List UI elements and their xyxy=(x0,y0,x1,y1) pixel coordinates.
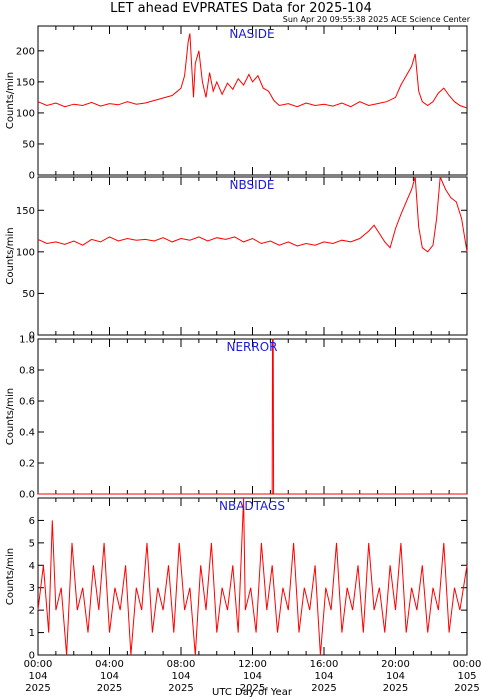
panel-title: NASIDE xyxy=(229,27,274,41)
x-tick-label-day: 104 xyxy=(243,671,262,682)
y-tick-label: 50 xyxy=(22,289,35,300)
y-tick-label: 100 xyxy=(16,247,35,258)
panel-frame xyxy=(37,338,468,495)
panels-group: 050100150200Counts/minNASIDE050100150Cou… xyxy=(5,25,468,662)
figure-subtitle: Sun Apr 20 09:55:38 2025 ACE Science Cen… xyxy=(283,15,471,24)
x-axis-title: UTC Day of Year xyxy=(212,687,293,698)
panel-frame xyxy=(37,176,468,336)
y-tick-label: 0 xyxy=(29,331,35,342)
x-tick-label-time: 00:00 xyxy=(453,659,482,670)
x-tick-label-day: 104 xyxy=(28,671,47,682)
panel-nbadtags: 0 1 2 3 4 5 6 Counts/min NBADTAGS xyxy=(5,497,468,662)
panel-naside: 0 50 100 150 200 Counts/min NASIDE xyxy=(5,25,468,182)
x-tick-label-time: 04:00 xyxy=(95,659,124,670)
y-axis-label: Counts/min xyxy=(5,227,16,284)
y-tick-label: 5 xyxy=(29,538,35,549)
panel-nerror: 0.0 0.2 0.4 0.6 0.8 1.0 Counts/min NERROR xyxy=(5,335,468,501)
y-tick-label: 1 xyxy=(29,628,35,639)
y-tick-label: 0.8 xyxy=(19,366,35,377)
panel-title: NERROR xyxy=(226,340,277,354)
x-tick-label-time: 08:00 xyxy=(167,659,196,670)
x-tick-label-day: 104 xyxy=(171,671,190,682)
x-tick-label-time: 00:00 xyxy=(24,659,53,670)
series-line-nbside xyxy=(37,176,468,253)
x-tick-label-year: 2025 xyxy=(383,683,408,694)
x-tick-label-year: 2025 xyxy=(97,683,122,694)
series-line-nbadtags xyxy=(37,497,468,656)
x-tick-label-year: 2025 xyxy=(240,683,265,694)
y-tick-label: 200 xyxy=(16,46,35,57)
series-line-naside xyxy=(37,33,468,109)
x-tick-label-day: 104 xyxy=(386,671,405,682)
y-tick-label: 1.0 xyxy=(19,335,35,346)
x-tick-label-time: 16:00 xyxy=(310,659,339,670)
y-axis-label: Counts/min xyxy=(5,72,16,129)
y-axis-label: Counts/min xyxy=(5,388,16,445)
x-tick-label-year: 2025 xyxy=(454,683,479,694)
x-tick-label-time: 12:00 xyxy=(238,659,267,670)
y-tick-label: 3 xyxy=(29,583,35,594)
y-axis-label: Counts/min xyxy=(5,548,16,605)
x-tick-label-year: 2025 xyxy=(311,683,336,694)
x-tick-label-year: 2025 xyxy=(168,683,193,694)
panel-title: NBSIDE xyxy=(230,178,275,192)
x-tick-label-time: 20:00 xyxy=(381,659,410,670)
y-tick-label: 0 xyxy=(29,651,35,662)
y-tick-label: 4 xyxy=(29,561,35,572)
panel-title: NBADTAGS xyxy=(219,499,285,513)
series-line-nerror xyxy=(38,338,467,495)
y-tick-label: 100 xyxy=(16,108,35,119)
y-tick-label: 0.2 xyxy=(19,459,35,470)
y-tick-label: 0 xyxy=(29,171,35,182)
panel-frame xyxy=(37,25,468,176)
x-axis-labels: 00:00104202504:00104202508:00104202512:0… xyxy=(24,659,482,694)
y-tick-label: 150 xyxy=(16,206,35,217)
x-tick-label-day: 105 xyxy=(457,671,476,682)
y-tick-label: 150 xyxy=(16,77,35,88)
y-tick-label: 0.0 xyxy=(19,490,35,501)
x-tick-label-day: 104 xyxy=(100,671,119,682)
y-tick-label: 50 xyxy=(22,139,35,150)
y-tick-label: 6 xyxy=(29,516,35,527)
y-tick-label: 0.6 xyxy=(19,397,35,408)
y-tick-label: 2 xyxy=(29,606,35,617)
y-tick-label: 0.4 xyxy=(19,428,35,439)
x-tick-label-day: 104 xyxy=(314,671,333,682)
x-tick-label-year: 2025 xyxy=(25,683,50,694)
figure-title: LET ahead EVPRATES Data for 2025-104 xyxy=(110,1,372,16)
